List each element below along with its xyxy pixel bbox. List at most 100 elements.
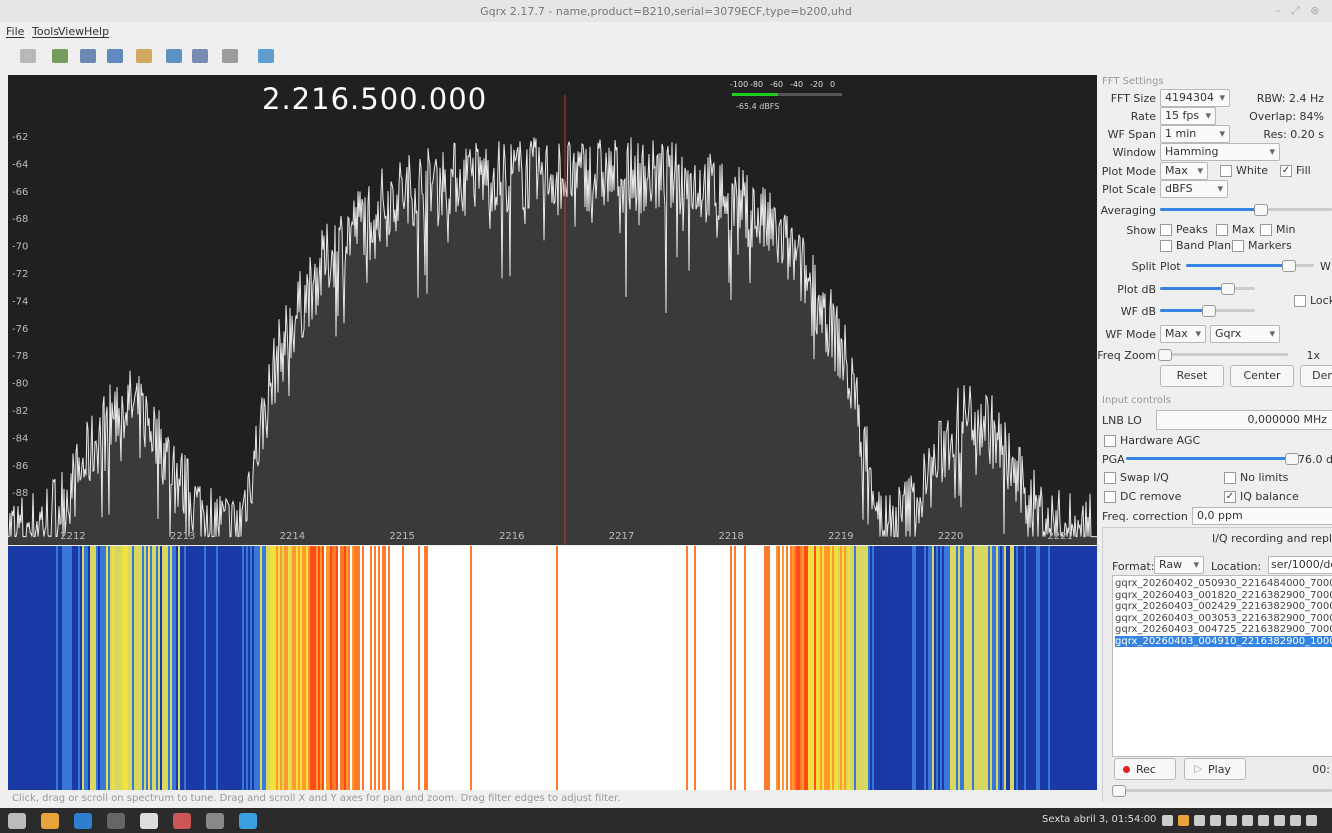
waterfall-column bbox=[836, 546, 838, 790]
waterfall-column bbox=[964, 546, 966, 790]
spectrum-plot[interactable]: -62-64-66-68-70-72-74-76-78-80-82-84-86-… bbox=[8, 75, 1097, 545]
taskbar-app[interactable] bbox=[239, 813, 257, 829]
checkbox[interactable] bbox=[1160, 240, 1172, 252]
spin-box[interactable]: 0,000000 MHz bbox=[1156, 410, 1332, 430]
waterfall-column bbox=[170, 546, 172, 790]
spin-box[interactable]: 0,0 ppm bbox=[1192, 507, 1332, 525]
split-slider-handle[interactable] bbox=[1282, 260, 1296, 272]
meter-level-bar bbox=[732, 93, 778, 96]
button[interactable]: Center bbox=[1230, 365, 1294, 387]
tray-icon[interactable] bbox=[1162, 815, 1173, 826]
combo-box[interactable]: 4194304 bbox=[1160, 89, 1230, 107]
tray-icon[interactable] bbox=[1194, 815, 1205, 826]
file-item[interactable]: gqrx_20260403_002429_2216382900_700000 bbox=[1115, 601, 1332, 612]
taskbar-app[interactable] bbox=[8, 813, 26, 829]
frequency-display[interactable]: 2.216.500.000 bbox=[262, 82, 487, 116]
combo-box[interactable]: Hamming bbox=[1160, 143, 1280, 161]
checkbox[interactable] bbox=[1216, 224, 1228, 236]
waterfall-column bbox=[670, 546, 672, 790]
file-item[interactable]: gqrx_20260402_050930_2216484000_700000 bbox=[1115, 578, 1332, 589]
file-item[interactable]: gqrx_20260403_003053_2216382900_700000 bbox=[1115, 613, 1332, 624]
waterfall-column bbox=[168, 546, 170, 790]
taskbar-app[interactable] bbox=[206, 813, 224, 829]
zoom-slider[interactable] bbox=[1160, 353, 1288, 356]
checkbox[interactable]: ✓ bbox=[1280, 165, 1292, 177]
button[interactable]: Reset bbox=[1160, 365, 1224, 387]
file-item[interactable]: gqrx_20260403_004910_2216382900_100000 bbox=[1115, 636, 1332, 647]
tray-icon[interactable] bbox=[1178, 815, 1189, 826]
text-field[interactable]: ser/1000/doc/S bbox=[1268, 556, 1332, 574]
checkbox[interactable] bbox=[1220, 165, 1232, 177]
toolbar-button[interactable] bbox=[258, 49, 274, 63]
tray-icon[interactable] bbox=[1290, 815, 1301, 826]
tray-icon[interactable] bbox=[1242, 815, 1253, 826]
checkbox[interactable] bbox=[1260, 224, 1272, 236]
checkbox[interactable] bbox=[1104, 435, 1116, 447]
waterfall-column bbox=[440, 546, 442, 790]
waterfall-column bbox=[76, 546, 78, 790]
toolbar-button[interactable] bbox=[192, 49, 208, 63]
file-item[interactable]: gqrx_20260403_001820_2216382900_700000 bbox=[1115, 590, 1332, 601]
checkbox[interactable] bbox=[1104, 491, 1116, 503]
waterfall-column bbox=[584, 546, 586, 790]
checkbox[interactable] bbox=[1224, 472, 1236, 484]
checkbox[interactable] bbox=[1232, 240, 1244, 252]
combo-box[interactable]: Max bbox=[1160, 162, 1208, 180]
waterfall-column bbox=[354, 546, 356, 790]
replay-slider-handle[interactable] bbox=[1112, 785, 1126, 797]
checkbox[interactable] bbox=[1294, 295, 1306, 307]
tray-icon[interactable] bbox=[1306, 815, 1317, 826]
menu-item[interactable]: View bbox=[58, 25, 84, 38]
toolbar-button[interactable] bbox=[166, 49, 182, 63]
waterfall-column bbox=[1038, 546, 1040, 790]
combo-box[interactable]: Max bbox=[1160, 325, 1206, 343]
toolbar-button[interactable] bbox=[20, 49, 36, 63]
menu-item[interactable]: Help bbox=[84, 25, 109, 38]
window-controls[interactable]: – ⤢ ⊗ bbox=[1275, 4, 1320, 18]
checkbox[interactable] bbox=[1104, 472, 1116, 484]
taskbar-app[interactable] bbox=[140, 813, 158, 829]
toolbar-button[interactable] bbox=[52, 49, 68, 63]
waterfall-column bbox=[1096, 546, 1097, 790]
tray-icon[interactable] bbox=[1226, 815, 1237, 826]
x-axis-label: 2217 bbox=[609, 531, 634, 542]
combo-box[interactable]: 15 fps bbox=[1160, 107, 1216, 125]
menu-item[interactable]: File bbox=[6, 25, 24, 38]
plot-db-slider-handle[interactable] bbox=[1221, 283, 1235, 295]
tray-icon[interactable] bbox=[1210, 815, 1221, 826]
combo-box[interactable]: dBFS bbox=[1160, 180, 1228, 198]
menu-item[interactable]: Tools bbox=[32, 25, 59, 38]
toolbar-button[interactable] bbox=[222, 49, 238, 63]
waterfall-column bbox=[388, 546, 390, 790]
pga-slider-handle[interactable] bbox=[1285, 453, 1299, 465]
taskbar-app[interactable] bbox=[173, 813, 191, 829]
combo-box[interactable]: Raw bbox=[1154, 556, 1204, 574]
checkbox[interactable]: ✓ bbox=[1224, 491, 1236, 503]
toolbar-button[interactable] bbox=[107, 49, 123, 63]
combo-box[interactable]: 1 min bbox=[1160, 125, 1230, 143]
button[interactable]: Demod bbox=[1300, 365, 1332, 387]
waterfall-column bbox=[176, 546, 178, 790]
taskbar-app[interactable] bbox=[74, 813, 92, 829]
averaging-slider-handle[interactable] bbox=[1254, 204, 1268, 216]
tray-icon[interactable] bbox=[1258, 815, 1269, 826]
toolbar-button[interactable] bbox=[80, 49, 96, 63]
toolbar-button[interactable] bbox=[136, 49, 152, 63]
replay-slider[interactable] bbox=[1118, 789, 1332, 792]
combo-box[interactable]: Gqrx bbox=[1210, 325, 1280, 343]
waterfall[interactable] bbox=[8, 546, 1097, 790]
zoom-slider-handle[interactable] bbox=[1158, 349, 1172, 361]
waterfall-column bbox=[466, 546, 468, 790]
tray-icon[interactable] bbox=[1274, 815, 1285, 826]
taskbar-app[interactable] bbox=[107, 813, 125, 829]
file-item[interactable]: gqrx_20260403_004725_2216382900_700000 bbox=[1115, 624, 1332, 635]
checkbox[interactable] bbox=[1160, 224, 1172, 236]
taskbar-app[interactable] bbox=[41, 813, 59, 829]
waterfall-column bbox=[986, 546, 988, 790]
waterfall-column bbox=[1044, 546, 1046, 790]
waterfall-column bbox=[560, 546, 562, 790]
wf-db-slider-handle[interactable] bbox=[1202, 305, 1216, 317]
waterfall-column bbox=[812, 546, 814, 790]
clock[interactable]: Sexta abril 3, 01:54:00 bbox=[1042, 814, 1156, 825]
y-axis-label: -70 bbox=[12, 242, 28, 253]
